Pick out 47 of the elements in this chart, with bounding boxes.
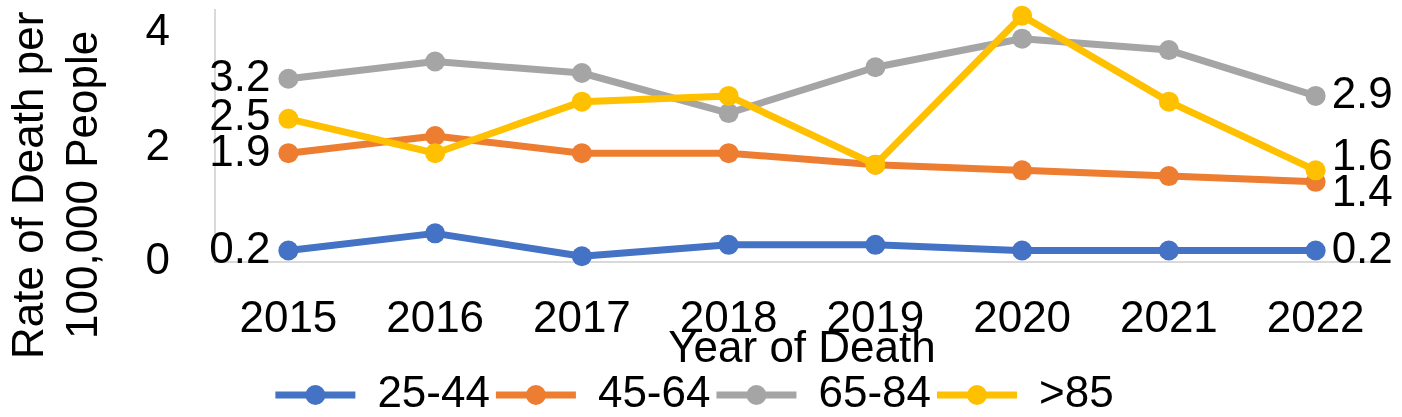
x-tick-label: 2017 (532, 291, 631, 341)
point (278, 68, 299, 89)
point (1305, 160, 1326, 181)
x-tick-label: 2021 (1119, 291, 1218, 341)
point (278, 108, 299, 129)
x-tick-label: 2020 (973, 291, 1072, 341)
x-tick-label: 2015 (239, 291, 338, 341)
point (718, 234, 739, 255)
x-tick-label: 2016 (386, 291, 485, 341)
point (571, 91, 592, 112)
point (278, 240, 299, 261)
point (571, 63, 592, 83)
legend-label: 65-84 (818, 367, 931, 417)
legend-label: >85 (1038, 367, 1114, 417)
data-label: 0.2 (209, 222, 271, 272)
point (865, 57, 886, 78)
point (1158, 166, 1179, 187)
point (1012, 240, 1033, 261)
point (718, 103, 739, 124)
point (425, 51, 446, 72)
point (718, 85, 739, 106)
point (1158, 240, 1179, 261)
point (1012, 160, 1033, 181)
point (1012, 28, 1033, 49)
point (571, 143, 592, 164)
point (425, 143, 446, 164)
point (1158, 91, 1179, 112)
point (865, 234, 886, 255)
y-tick-label: 0 (145, 234, 170, 284)
point (278, 143, 299, 164)
legend-label: 45-64 (597, 367, 711, 417)
point (1305, 85, 1326, 106)
point (1305, 240, 1326, 261)
data-label: 3.2 (209, 50, 271, 100)
point (425, 126, 446, 146)
y-tick-label: 4 (145, 5, 170, 55)
y-axis-title: Rate of Death per 100,000 People (2, 10, 107, 361)
point (718, 143, 739, 164)
data-label: 2.9 (1331, 68, 1393, 118)
data-label: 0.2 (1331, 222, 1393, 272)
legend-label: 25-44 (377, 367, 490, 417)
point (1012, 5, 1033, 26)
point (571, 246, 592, 267)
x-tick-label: 2022 (1266, 291, 1365, 341)
y-tick-label: 2 (145, 119, 170, 169)
point (1158, 40, 1179, 61)
point (425, 223, 446, 244)
